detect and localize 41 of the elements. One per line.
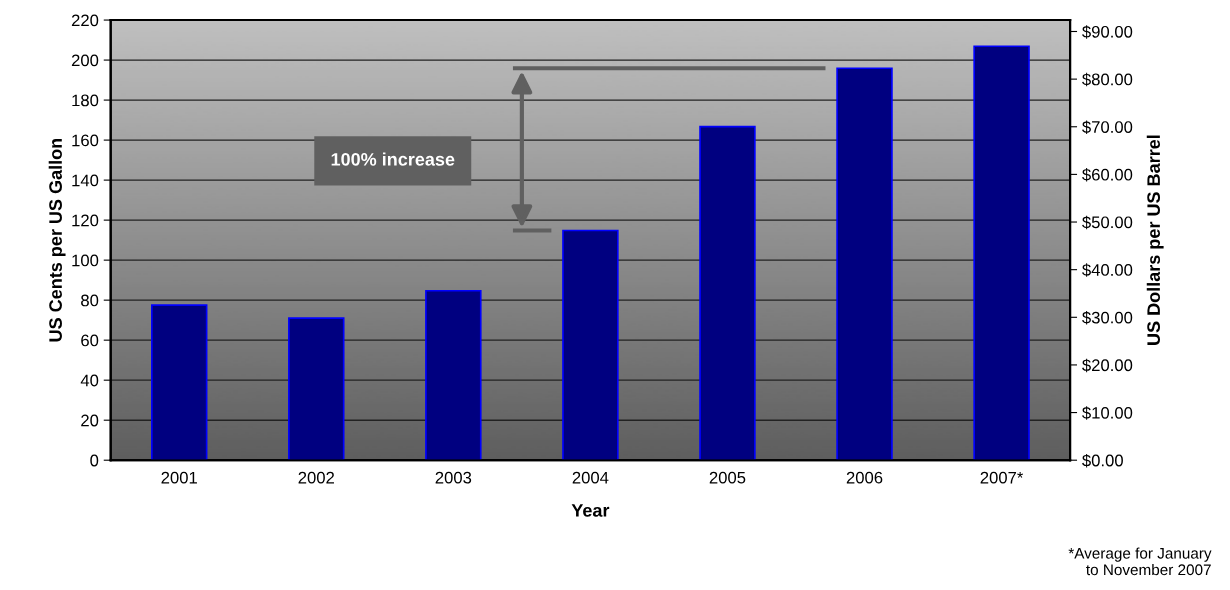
y-tick-label: 200 xyxy=(71,54,99,67)
x-tick-label: 2003 xyxy=(435,471,472,484)
y2-tick-label: $50.00 xyxy=(1082,215,1133,230)
annotation: 100% increase xyxy=(331,152,455,166)
y-tick-label: 220 xyxy=(71,14,99,27)
y2-tick-label: $80.00 xyxy=(1082,72,1133,87)
bar xyxy=(150,304,208,461)
x-axis-title: Year xyxy=(571,504,610,517)
y2-tick-label: $0.00 xyxy=(1082,453,1123,468)
x-tick-label: 2006 xyxy=(846,471,883,484)
y2-tick-label: $40.00 xyxy=(1082,263,1133,277)
y-tick-label: 40 xyxy=(80,374,99,387)
bar xyxy=(699,125,756,461)
y-tick-label: 160 xyxy=(72,134,99,147)
y2-tick-label: $30.00 xyxy=(1082,311,1133,325)
y-tick-label: 20 xyxy=(81,414,99,427)
bar xyxy=(425,289,482,461)
bar xyxy=(288,317,345,461)
bar xyxy=(973,45,1030,461)
y-tick-label: 140 xyxy=(72,174,99,187)
x-tick-label: 2005 xyxy=(709,471,746,484)
x-tick-label: 2004 xyxy=(572,471,609,484)
y2-tick-label: $90.00 xyxy=(1082,25,1133,39)
y-tick-label: 80 xyxy=(81,294,99,307)
y2-tick-label: $60.00 xyxy=(1082,168,1133,182)
y-tick-label: 120 xyxy=(72,214,99,227)
y-axis-title: US Cents per US Gallon xyxy=(48,138,66,342)
x-tick-label: 2002 xyxy=(298,471,334,484)
text: *Average for January to November 2007 xyxy=(1068,547,1212,576)
y-tick-label: 60 xyxy=(81,334,99,347)
bar xyxy=(562,229,619,461)
y-tick-label: 180 xyxy=(72,94,99,107)
bar xyxy=(836,67,893,461)
x-tick-label: 2001 xyxy=(161,471,197,484)
y2-tick-label: $20.00 xyxy=(1082,358,1133,373)
y2-tick-label: $70.00 xyxy=(1082,120,1133,134)
y2-axis-title: US Dollars per US Barrel xyxy=(1146,135,1164,345)
y-tick-label: 100 xyxy=(72,254,99,267)
y-tick-label: 0 xyxy=(90,454,99,467)
y2-tick-label: $10.00 xyxy=(1082,406,1133,420)
x-tick-label: 2007* xyxy=(980,471,1024,484)
